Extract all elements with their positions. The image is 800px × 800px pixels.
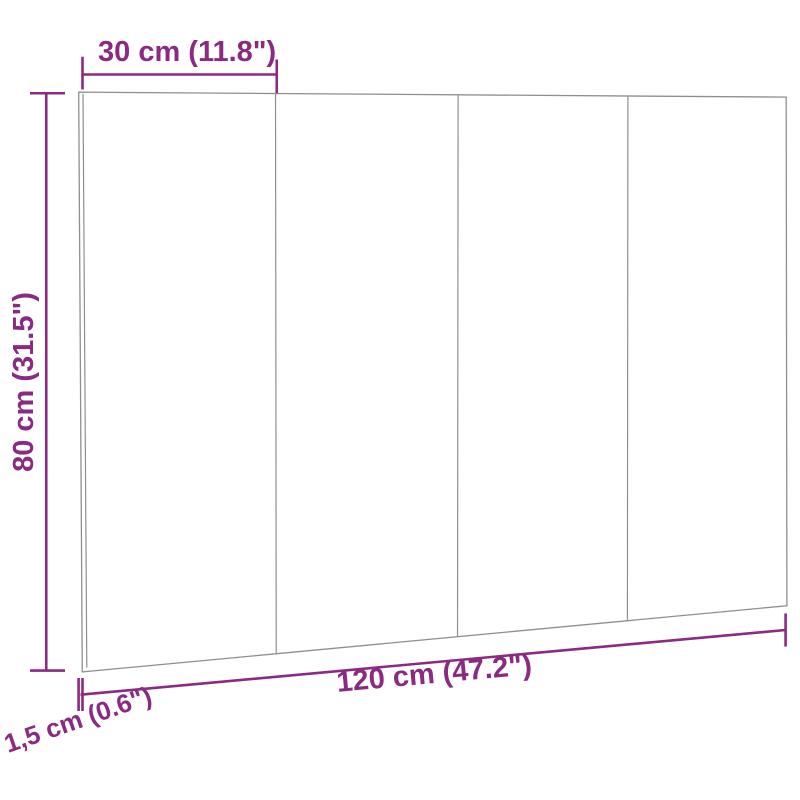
svg-text:80 cm (31.5"): 80 cm (31.5") (8, 292, 40, 472)
svg-text:120 cm (47.2"): 120 cm (47.2") (335, 649, 533, 699)
svg-text:30 cm (11.8"): 30 cm (11.8") (98, 36, 276, 68)
